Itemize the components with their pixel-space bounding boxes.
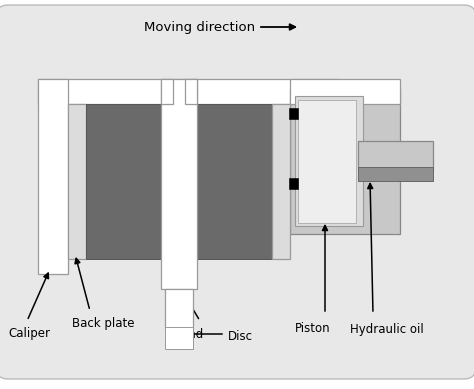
Bar: [290, 89, 400, 234]
Bar: [161, 79, 173, 104]
Text: Back plate: Back plate: [72, 317, 135, 331]
Bar: [272, 104, 290, 259]
Bar: [358, 141, 433, 169]
Text: Caliper: Caliper: [8, 328, 50, 340]
Bar: [289, 178, 298, 189]
Bar: [289, 108, 298, 119]
Bar: [161, 79, 197, 289]
Bar: [298, 100, 356, 223]
Bar: [295, 96, 363, 226]
Text: Hydraulic oil: Hydraulic oil: [350, 322, 424, 335]
Bar: [86, 104, 161, 259]
Text: Piston: Piston: [295, 322, 331, 335]
Bar: [38, 79, 68, 274]
Bar: [358, 167, 433, 181]
Text: Disc: Disc: [228, 329, 253, 342]
FancyBboxPatch shape: [0, 5, 474, 379]
Bar: [185, 79, 197, 104]
Bar: [290, 79, 400, 104]
Text: Moving direction: Moving direction: [145, 21, 255, 33]
Bar: [38, 79, 338, 104]
Bar: [165, 289, 193, 329]
Text: Pad: Pad: [183, 328, 204, 340]
Bar: [68, 104, 86, 259]
Bar: [197, 104, 272, 259]
Bar: [165, 327, 193, 349]
